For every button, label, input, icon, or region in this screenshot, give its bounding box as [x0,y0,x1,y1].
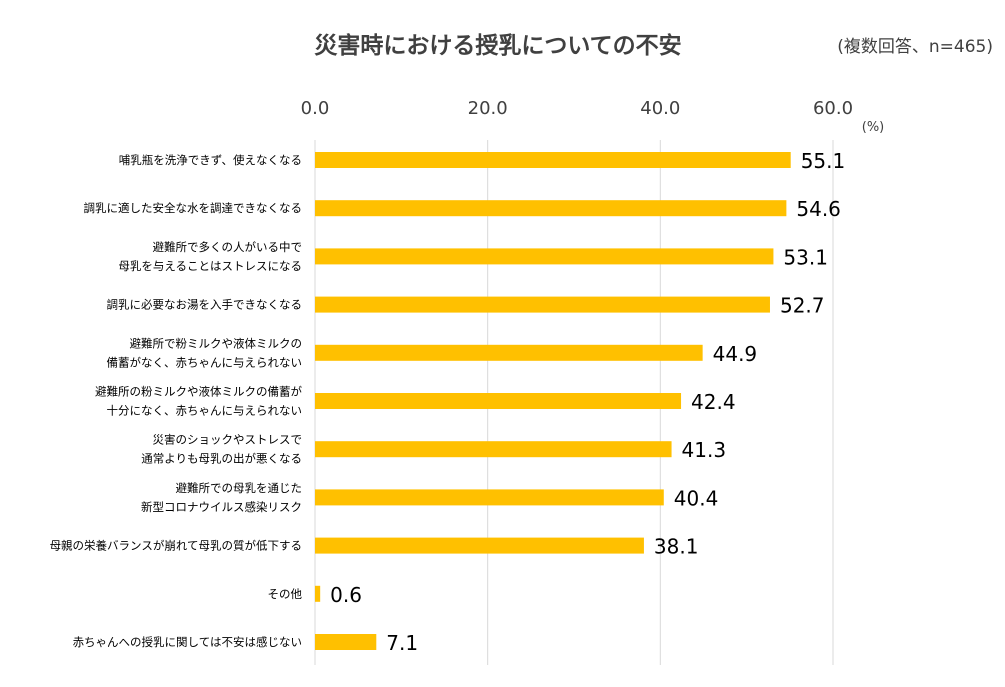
bar [315,489,664,506]
data-label: 44.9 [713,342,758,366]
x-tick-label: 60.0 [813,98,853,119]
bar [315,441,672,458]
category-label: 調乳に必要なお湯を入手できなくなる [107,298,303,312]
bar [315,344,703,361]
category-label: 災害のショックやストレスで [153,433,303,447]
bar [315,585,321,602]
bar [315,248,774,265]
chart-subtitle: (複数回答、n=465) [837,37,993,57]
unit-label: (%) [862,120,885,135]
data-label: 52.7 [780,294,825,318]
category-label: その他 [268,587,303,601]
category-label: 備蓄がなく、赤ちゃんに与えられない [107,355,303,369]
data-label: 7.1 [386,631,418,655]
bar [315,537,644,554]
category-label: 避難所の粉ミルクや液体ミルクの備蓄が [95,385,302,399]
bar [315,393,682,409]
bar [315,200,787,217]
category-label: 哺乳瓶を洗浄できず、使えなくなる [119,153,302,167]
data-label: 0.6 [330,583,362,607]
category-label: 母乳を与えることはストレスになる [118,259,302,273]
data-label: 41.3 [682,438,727,462]
category-label: 赤ちゃんへの授乳に関しては不安は感じない [73,635,302,649]
data-label: 54.6 [796,197,841,221]
x-tick-label: 40.0 [640,98,680,119]
category-label: 母親の栄養バランスが崩れて母乳の質が低下する [50,539,302,553]
x-tick-label: 0.0 [301,98,330,119]
chart-title: 災害時における授乳についての不安 [0,26,1005,60]
data-label: 53.1 [783,245,828,269]
category-label: 通常よりも母乳の出が悪くなる [141,452,302,466]
data-label: 55.1 [801,149,846,173]
chart-title-text: 災害時における授乳についての不安 [314,33,682,59]
category-label: 避難所で粉ミルクや液体ミルクの [130,336,303,350]
bar [315,634,377,650]
data-label: 38.1 [654,535,699,559]
category-label: 避難所で多くの人がいる中で [153,240,303,254]
data-label: 40.4 [674,486,719,510]
category-label: 新型コロナウイルス感染リスク [141,500,302,514]
x-tick-label: 20.0 [468,98,508,119]
category-label: 十分になく、赤ちゃんに与えられない [107,404,303,418]
bar [315,296,770,313]
category-label: 調乳に適した安全な水を調達できなくなる [84,201,303,215]
data-label: 42.4 [691,390,736,414]
bar [315,152,791,168]
category-label: 避難所での母乳を通じた [176,481,303,495]
